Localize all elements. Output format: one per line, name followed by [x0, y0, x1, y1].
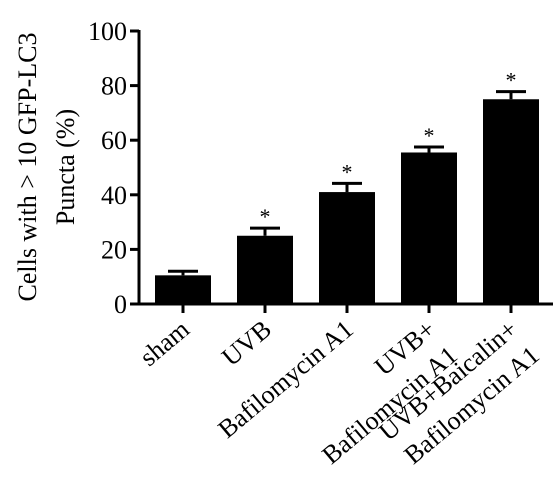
y-axis-label-line-1: Cells with > 10 GFP-LC3 — [13, 33, 42, 302]
x-tick-label: sham — [134, 314, 195, 371]
significance-mark: * — [506, 68, 517, 93]
significance-mark: * — [424, 123, 435, 148]
y-axis: 0 20 40 60 80 100 — [88, 17, 141, 319]
bar — [237, 235, 293, 304]
bars: * * * * — [155, 68, 539, 304]
y-tick-label: 80 — [101, 72, 127, 101]
y-tick-label: 0 — [114, 290, 127, 319]
bar — [155, 275, 211, 304]
x-tick-label: UVB — [216, 314, 277, 372]
y-axis-label-line-2: Puncta (%) — [51, 109, 80, 225]
bar — [319, 192, 375, 304]
significance-mark: * — [342, 159, 353, 184]
bar — [401, 152, 457, 304]
y-axis-label: Cells with > 10 GFP-LC3 Puncta (%) — [13, 33, 80, 302]
significance-mark: * — [260, 204, 271, 229]
y-tick-label: 40 — [101, 181, 127, 210]
y-tick-label: 100 — [88, 17, 127, 46]
y-tick-label: 20 — [101, 235, 127, 264]
x-axis — [138, 302, 553, 313]
y-tick-label: 60 — [101, 126, 127, 155]
bar — [483, 99, 539, 304]
